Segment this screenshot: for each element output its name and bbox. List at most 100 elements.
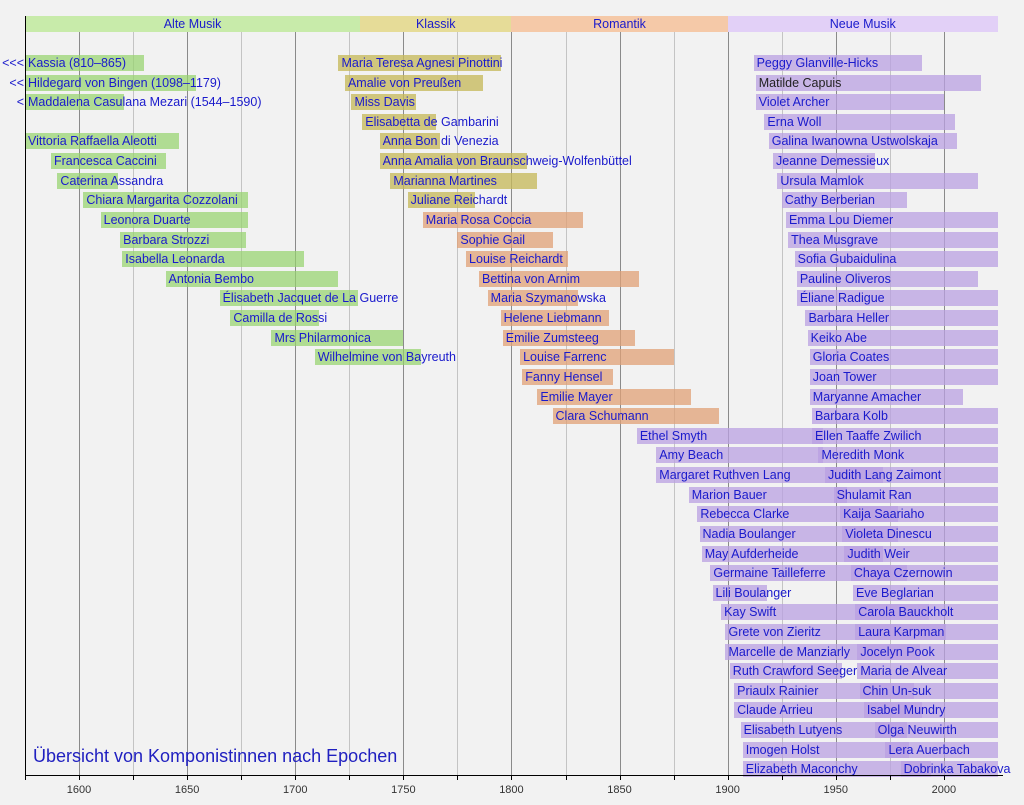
composer-label: Elizabeth Maconchy: [745, 762, 858, 777]
composer-bar: [805, 310, 998, 327]
composer-label: Pauline Oliveros: [799, 271, 891, 286]
x-tick: [79, 775, 80, 780]
composer-label: Marcelle de Manziarly: [728, 644, 851, 659]
composer-bar: [230, 310, 320, 327]
composer-label: Grete von Zieritz: [728, 624, 821, 639]
epoch-label: Klassik: [415, 17, 456, 31]
composer-label: Matilde Capuis: [758, 75, 842, 90]
composer-label: Dobrinka Tabakova: [903, 762, 1011, 777]
composer-bar: [219, 290, 358, 307]
composer-label: Kay Swift: [724, 605, 777, 620]
composer-bar: [755, 94, 944, 111]
x-tick: [295, 775, 296, 780]
composer-bar: [502, 329, 635, 346]
composer-bar: [165, 270, 339, 287]
composer-bar: [850, 565, 998, 582]
composer-label: Lera Auerbach: [888, 742, 970, 757]
composer-bar: [885, 741, 998, 758]
composer-label: Elisabetta de Gambarini: [365, 114, 499, 129]
x-tick: [349, 775, 350, 780]
composer-bar: [522, 368, 614, 385]
composer-bar: [811, 427, 998, 444]
composer-label: Maria de Alvear: [860, 664, 948, 679]
composer-label: Gloria Coates: [812, 350, 890, 365]
composer-bar: [407, 192, 475, 209]
composer-label: Emilie Zumsteeg: [505, 330, 599, 345]
composer-bar: [788, 231, 998, 248]
composer-label: Jeanne Demessieux: [776, 154, 890, 169]
composer-bar: [753, 55, 923, 71]
composer-label: Eve Beglarian: [856, 585, 934, 600]
composer-bar: [122, 251, 304, 268]
gridline: [511, 32, 512, 775]
composer-label: Ellen Taaffe Zwilich: [814, 428, 922, 443]
composer-bar: [344, 74, 484, 91]
composer-label: Barbara Strozzi: [123, 232, 210, 247]
composer-bar: [729, 663, 843, 680]
composer-label: Maria Rosa Coccia: [425, 212, 532, 227]
epoch-band: [511, 16, 728, 32]
composer-bar: [379, 153, 527, 170]
x-tick-label: 1650: [174, 784, 200, 796]
composer-label: Rebecca Clarke: [700, 507, 790, 522]
gridline: [457, 32, 458, 775]
composer-label: May Aufderheide: [704, 546, 799, 561]
composer-bar: [842, 525, 998, 542]
composer-label: Camilla de Rossi: [233, 311, 328, 326]
composer-label: Peggy Glanville-Hicks: [756, 56, 879, 70]
composer-bar: [768, 133, 957, 150]
composer-bar: [487, 290, 579, 307]
composer-label: Maria Szymanowska: [490, 291, 606, 306]
epoch-label: Romantik: [593, 17, 646, 31]
composer-label: Barbara Heller: [808, 311, 890, 326]
composer-bar: [863, 702, 998, 719]
composer-label: Elisabeth Lutyens: [743, 723, 843, 738]
composer-label: Bettina von Arnim: [482, 271, 580, 286]
composer-label: Priaulx Rainier: [737, 683, 819, 698]
composer-bar: [25, 94, 125, 111]
composer-label: Maryanne Amacher: [812, 389, 922, 404]
x-tick: [457, 775, 458, 780]
x-tick-label: 1600: [66, 784, 92, 796]
gridline: [79, 32, 80, 775]
gridline: [295, 32, 296, 775]
composer-label: Mrs Philarmonica: [274, 330, 372, 345]
x-axis-line: [25, 775, 1003, 776]
composer-bar: [824, 467, 998, 484]
composer-label: Violeta Dinescu: [845, 526, 932, 541]
composer-label: Emma Lou Diemer: [789, 212, 894, 227]
x-tick: [566, 775, 567, 780]
composer-bar: [796, 290, 998, 307]
composer-label: Shulamit Ran: [836, 487, 912, 502]
gridline: [349, 32, 350, 775]
composer-bar: [809, 388, 964, 405]
composer-bar: [100, 211, 248, 228]
composer-label: Laura Karpman: [858, 624, 945, 639]
composer-label: Emilie Mayer: [540, 389, 613, 404]
composer-bar: [25, 133, 179, 150]
composer-bar: [844, 545, 998, 562]
composer-label: Marion Bauer: [691, 487, 767, 502]
x-tick: [25, 775, 26, 780]
epoch-label: Neue Musik: [829, 17, 896, 31]
x-tick-label: 1950: [823, 784, 848, 796]
composer-bar: [520, 349, 674, 366]
composer-bar: [351, 94, 417, 111]
composer-label: Marianna Martines: [393, 173, 497, 188]
composer-label: Leonora Duarte: [103, 212, 191, 227]
earlier-arrow-marker: <<<: [2, 56, 24, 70]
composer-label: Kaija Saariaho: [843, 507, 925, 522]
composer-label: Chin Un-suk: [862, 683, 932, 698]
composer-label: Erna Woll: [767, 114, 822, 129]
composer-label: Joan Tower: [812, 369, 877, 384]
composer-label: Louise Reichardt: [469, 252, 563, 267]
composer-bar: [855, 623, 998, 640]
x-tick: [403, 775, 404, 780]
chart-title: Übersicht von Komponistinnen nach Epoche…: [33, 746, 398, 766]
composer-bar: [859, 682, 998, 699]
composer-label: Wilhelmine von Bayreuth: [317, 350, 456, 365]
x-tick-label: 1850: [607, 784, 632, 796]
composer-bar: [742, 761, 931, 778]
composer-bar: [25, 55, 144, 71]
